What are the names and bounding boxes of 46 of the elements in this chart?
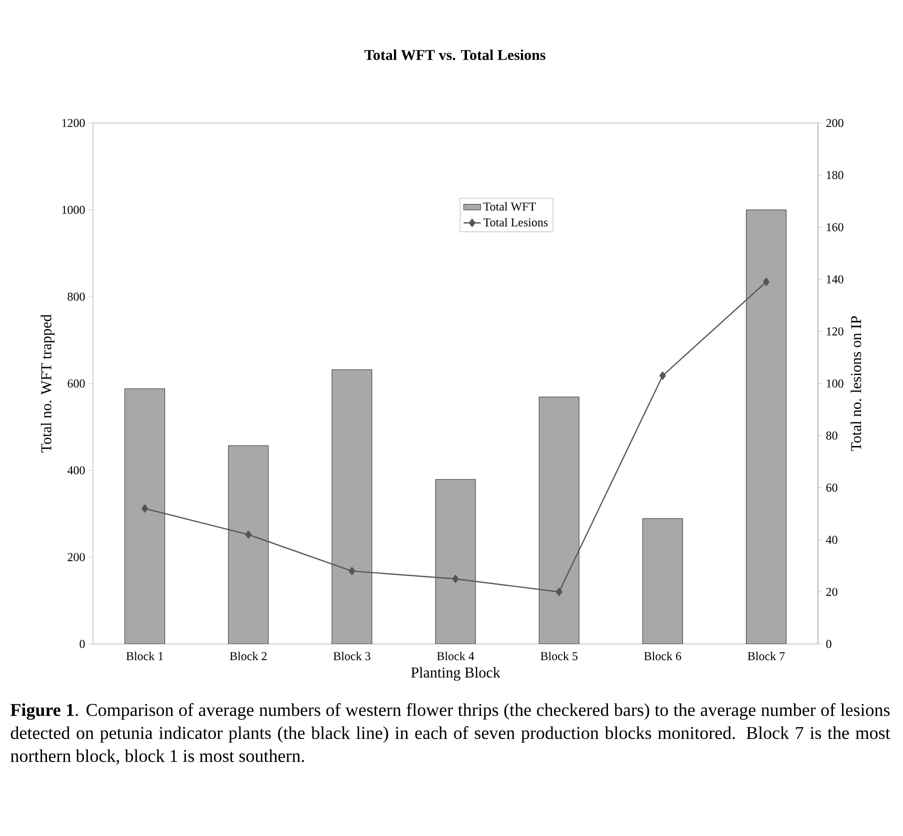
legend-label: Total WFT — [483, 202, 536, 211]
y2-tick-label: 120 — [826, 327, 844, 336]
chart-title: Total WFT vs. Total Lesions — [364, 50, 546, 60]
y2-tick-label: 20 — [826, 588, 838, 596]
bar — [228, 445, 269, 644]
y-axis-title: Total no. WFT trapped — [40, 314, 54, 452]
y-tick-label: 1200 — [62, 118, 85, 128]
y2-tick-label: 200 — [826, 118, 844, 128]
y2-axis-title: Total no. lesions on IP — [850, 316, 862, 452]
y2-tick-label: 0 — [826, 640, 832, 648]
x-tick-label: Block 3 — [333, 652, 370, 660]
y2-tick-label: 80 — [826, 432, 838, 440]
y-tick-label: 1000 — [62, 206, 85, 214]
y2-tick-label: 60 — [826, 484, 838, 492]
y2-tick-label: 140 — [826, 275, 844, 284]
bar — [746, 210, 786, 644]
bar — [124, 388, 165, 644]
y-tick-label: 200 — [68, 553, 85, 562]
y2-tick-label: 40 — [826, 536, 838, 544]
x-tick-label: Block 2 — [230, 652, 267, 660]
point — [142, 504, 148, 513]
x-tick-label: Block 5 — [540, 652, 578, 660]
x-tick-label: Block 6 — [644, 652, 682, 660]
point — [348, 566, 356, 576]
point — [763, 278, 770, 286]
y2-tick-label: 100 — [826, 379, 844, 388]
point — [452, 574, 459, 583]
bar — [435, 479, 476, 644]
y2-tick-label: 180 — [826, 171, 844, 180]
point — [245, 530, 252, 539]
x-tick-label: Block 1 — [126, 652, 163, 660]
text: Figure 1. Comparison of average numbers of western flower thrips (the checkered bars) to the average number of lesions detected on petunia indicator plants (the black line) in each of seven production blocks monitored. Block 7 is the most northern block, block 1 is most southern. — [10, 703, 890, 765]
y-tick-label: 0 — [80, 640, 85, 648]
bar — [332, 369, 372, 644]
y2-tick-label: 160 — [826, 223, 844, 232]
point — [556, 588, 562, 596]
x-tick-label: Block 7 — [748, 652, 785, 660]
x-tick-label: Block 4 — [437, 652, 474, 660]
x-axis-title: Planting Block — [411, 667, 500, 681]
legend-label: Total Lesions — [483, 218, 548, 226]
y-tick-label: 400 — [67, 466, 85, 474]
point — [659, 372, 666, 380]
bar — [642, 518, 683, 644]
y-tick-label: 600 — [68, 379, 85, 388]
y-tick-label: 800 — [68, 292, 85, 301]
bar — [538, 396, 580, 644]
